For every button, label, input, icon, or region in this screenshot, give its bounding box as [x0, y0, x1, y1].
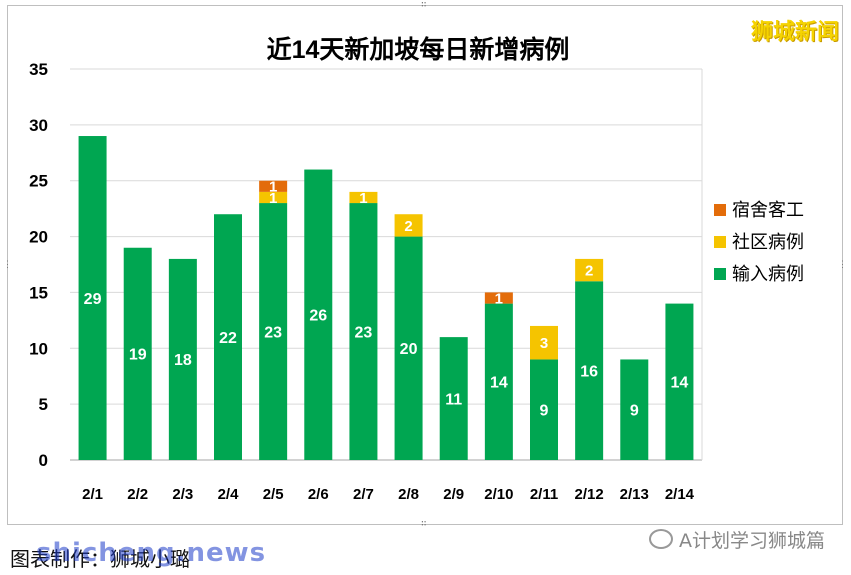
account-name-wrap: A计划学习狮城篇: [649, 526, 825, 553]
bar-value-label: 2: [585, 262, 593, 279]
bar-value-label: 1: [269, 190, 277, 207]
bar-segment: [530, 325, 558, 360]
bar-value-label: 23: [264, 324, 282, 341]
bar-value-label: 18: [174, 352, 192, 369]
bar-value-label: 29: [84, 291, 102, 308]
grid-lines: [70, 68, 703, 461]
y-tick-label: 5: [39, 395, 48, 414]
x-tick-label: 2/14: [665, 486, 695, 503]
x-tick-label: 2/2: [127, 486, 148, 503]
bar-segment: [349, 203, 378, 461]
bar-value-label: 20: [400, 341, 418, 358]
bar-value-label: 26: [309, 308, 327, 325]
bar-value-label: 16: [580, 363, 598, 380]
x-tick-label: 2/1: [82, 486, 103, 503]
chart-credit: 图表制作：狮城小璐: [10, 547, 190, 571]
watermark: shicheng.news: [36, 538, 267, 568]
bar-value-label: 23: [355, 324, 373, 341]
bar-segment: [349, 191, 378, 204]
y-tick-label: 20: [29, 228, 48, 247]
legend-label: 社区病例: [732, 232, 804, 252]
bar-value-label: 9: [540, 402, 549, 419]
bar-value-label: 1: [495, 290, 503, 307]
legend-swatch: [714, 268, 726, 280]
brand-logo: 狮城新闻: [750, 20, 839, 45]
bar-segment: [439, 337, 468, 460]
bar-segment: [123, 247, 152, 460]
wechat-icon: [649, 529, 673, 549]
bar-segment: [168, 258, 197, 460]
x-tick-label: 2/8: [398, 486, 419, 503]
bar-value-label: 9: [630, 402, 639, 419]
bar-segment: [259, 191, 288, 204]
bar-segment: [575, 258, 604, 282]
y-tick-label: 0: [39, 451, 48, 470]
y-axis: 0 5 10 15 20 25 30 35: [29, 60, 48, 470]
legend-swatch: [714, 236, 726, 248]
resize-handle-right[interactable]: ⋮: [838, 260, 847, 270]
chart-title: 近14天新加坡每日新增病例: [267, 35, 570, 64]
x-tick-label: 2/6: [308, 486, 329, 503]
bar-value-label: 14: [490, 375, 508, 392]
y-tick-label: 30: [29, 116, 48, 135]
bar-segment: [484, 292, 513, 304]
bar-value-label: 1: [359, 190, 367, 207]
y-tick-label: 35: [29, 60, 48, 79]
x-tick-label: 2/12: [575, 486, 604, 503]
bar-segment: [394, 214, 423, 237]
legend-swatch: [714, 204, 726, 216]
resize-handle-top[interactable]: ∷: [421, 0, 427, 10]
bar-segment: [575, 281, 604, 460]
bar-segment: [620, 359, 649, 460]
x-tick-label: 2/9: [443, 486, 464, 503]
legend-label: 宿舍客工: [732, 200, 804, 220]
bar-segment: [78, 136, 107, 460]
bar-value-label: 2: [404, 218, 412, 235]
bar-value-label: 1: [269, 179, 277, 196]
x-tick-label: 2/7: [353, 486, 374, 503]
y-tick-label: 15: [29, 283, 48, 302]
y-tick-label: 10: [29, 339, 48, 358]
x-tick-label: 2/3: [172, 486, 193, 503]
x-tick-label: 2/10: [484, 486, 513, 503]
bar-value-label: 11: [445, 391, 462, 408]
bar-segment: [214, 214, 242, 460]
bar-segment: [530, 359, 558, 460]
x-tick-label: 2/13: [620, 486, 649, 503]
x-axis: 2/1 2/2 2/3 2/4 2/5 2/6 2/7 2/8 2/9 2/10 2/11 2/12 2…: [82, 486, 695, 503]
resize-handle-bottom[interactable]: ∷: [421, 519, 427, 529]
account-name: A计划学习狮城篇: [679, 530, 825, 552]
bar-segment: [484, 303, 513, 460]
bar-value-label: 3: [540, 335, 548, 352]
x-tick-label: 2/11: [530, 486, 558, 503]
x-tick-label: 2/4: [218, 486, 240, 503]
x-tick-label: 2/5: [263, 486, 284, 503]
bar-segment: [394, 236, 423, 460]
bar-segment: [304, 169, 333, 461]
bar-segment: [259, 180, 288, 192]
resize-handle-left[interactable]: ⋮: [3, 260, 12, 270]
bar-value-label: 14: [671, 375, 689, 392]
bar-segment: [259, 203, 288, 461]
bar-value-label: 22: [219, 330, 237, 347]
y-tick-label: 25: [29, 172, 48, 191]
legend-label: 输入病例: [732, 264, 804, 284]
bar-segment: [665, 303, 694, 460]
bar-value-label: 19: [129, 347, 147, 364]
